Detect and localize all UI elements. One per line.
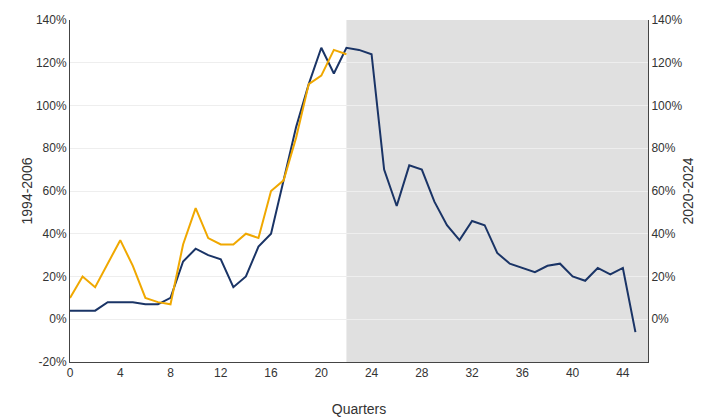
svg-text:140%: 140% — [36, 13, 67, 27]
svg-text:0%: 0% — [49, 312, 67, 326]
svg-text:100%: 100% — [36, 99, 67, 113]
svg-text:140%: 140% — [651, 13, 682, 27]
svg-text:40: 40 — [566, 366, 580, 380]
svg-text:80%: 80% — [43, 141, 67, 155]
svg-text:20: 20 — [315, 366, 329, 380]
svg-text:80%: 80% — [651, 141, 675, 155]
svg-text:100%: 100% — [651, 99, 682, 113]
svg-text:Quarters: Quarters — [332, 401, 386, 417]
svg-text:44: 44 — [616, 366, 630, 380]
svg-text:-20%: -20% — [39, 355, 67, 369]
svg-text:28: 28 — [415, 366, 429, 380]
svg-text:40%: 40% — [651, 227, 675, 241]
svg-text:8: 8 — [167, 366, 174, 380]
svg-text:12: 12 — [214, 366, 228, 380]
svg-text:60%: 60% — [651, 184, 675, 198]
svg-text:32: 32 — [465, 366, 479, 380]
svg-text:120%: 120% — [36, 56, 67, 70]
svg-text:20%: 20% — [651, 270, 675, 284]
svg-text:0: 0 — [67, 366, 74, 380]
svg-text:0%: 0% — [651, 312, 669, 326]
svg-text:120%: 120% — [651, 56, 682, 70]
svg-text:2020-2024: 2020-2024 — [680, 157, 696, 224]
svg-text:60%: 60% — [43, 184, 67, 198]
svg-text:16: 16 — [264, 366, 278, 380]
svg-text:4: 4 — [117, 366, 124, 380]
svg-text:24: 24 — [365, 366, 379, 380]
svg-text:1994-2006: 1994-2006 — [19, 157, 35, 224]
svg-text:36: 36 — [516, 366, 530, 380]
svg-text:20%: 20% — [43, 270, 67, 284]
svg-text:40%: 40% — [43, 227, 67, 241]
